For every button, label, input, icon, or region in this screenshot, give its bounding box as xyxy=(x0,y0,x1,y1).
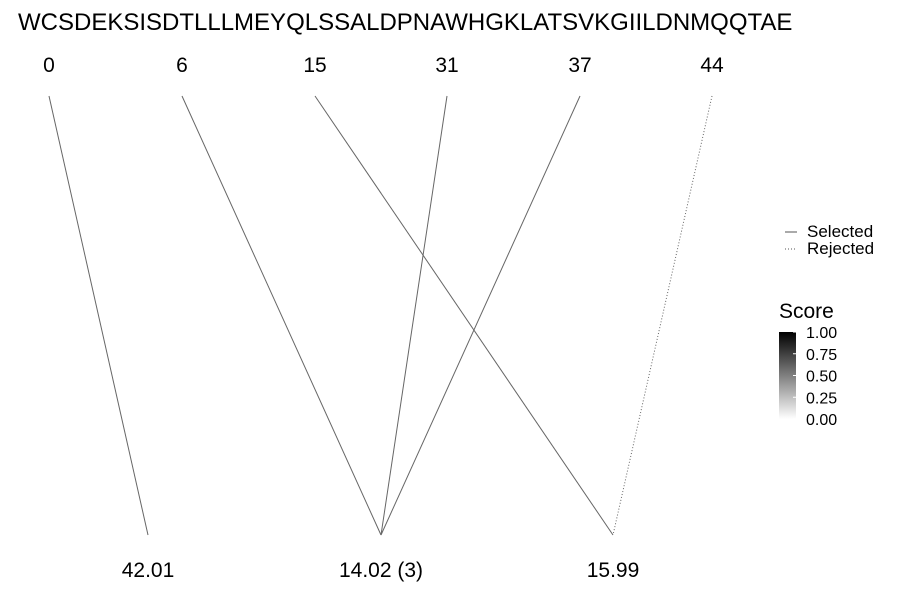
score-legend: Score 1.00 0.75 0.50 0.25 0.00 xyxy=(779,300,837,429)
position-labels: 0 6 15 31 37 44 xyxy=(43,54,724,77)
score-tick-label: 0.75 xyxy=(806,347,837,364)
score-tick-label: 1.00 xyxy=(806,325,837,342)
score-colorbar xyxy=(779,332,796,419)
mass-label: 42.01 xyxy=(122,559,175,582)
position-label: 15 xyxy=(303,54,326,77)
position-label: 37 xyxy=(568,54,591,77)
legend-selected-label: Selected xyxy=(807,222,873,241)
score-legend-title: Score xyxy=(779,300,834,323)
position-label: 44 xyxy=(700,54,724,77)
link-p15-m3 xyxy=(314,95,614,536)
mass-label: 14.02 (3) xyxy=(339,559,423,582)
link-p0-m1 xyxy=(48,95,149,536)
legend-rejected-label: Rejected xyxy=(807,239,874,258)
position-label: 6 xyxy=(176,54,188,77)
score-tick-label: 0.00 xyxy=(806,412,837,429)
position-label: 31 xyxy=(435,54,458,77)
link-p31-m2 xyxy=(380,95,448,536)
peptide-sequence: WCSDEKSISDTLLLMEYQLSSALDPNAWHGKLATSVKGII… xyxy=(18,9,792,36)
linetype-legend: Selected Rejected xyxy=(785,222,874,258)
link-p6-m2 xyxy=(181,95,382,536)
mass-labels: 42.01 14.02 (3) 15.99 xyxy=(122,559,640,582)
position-label: 0 xyxy=(43,54,55,77)
score-tick-label: 0.50 xyxy=(806,369,837,386)
mass-label: 15.99 xyxy=(587,559,640,582)
links xyxy=(48,95,713,536)
score-ticks: 1.00 0.75 0.50 0.25 0.00 xyxy=(793,325,837,429)
score-tick-label: 0.25 xyxy=(806,390,837,407)
link-p44-m3 xyxy=(612,95,713,536)
link-p37-m2 xyxy=(380,95,581,536)
